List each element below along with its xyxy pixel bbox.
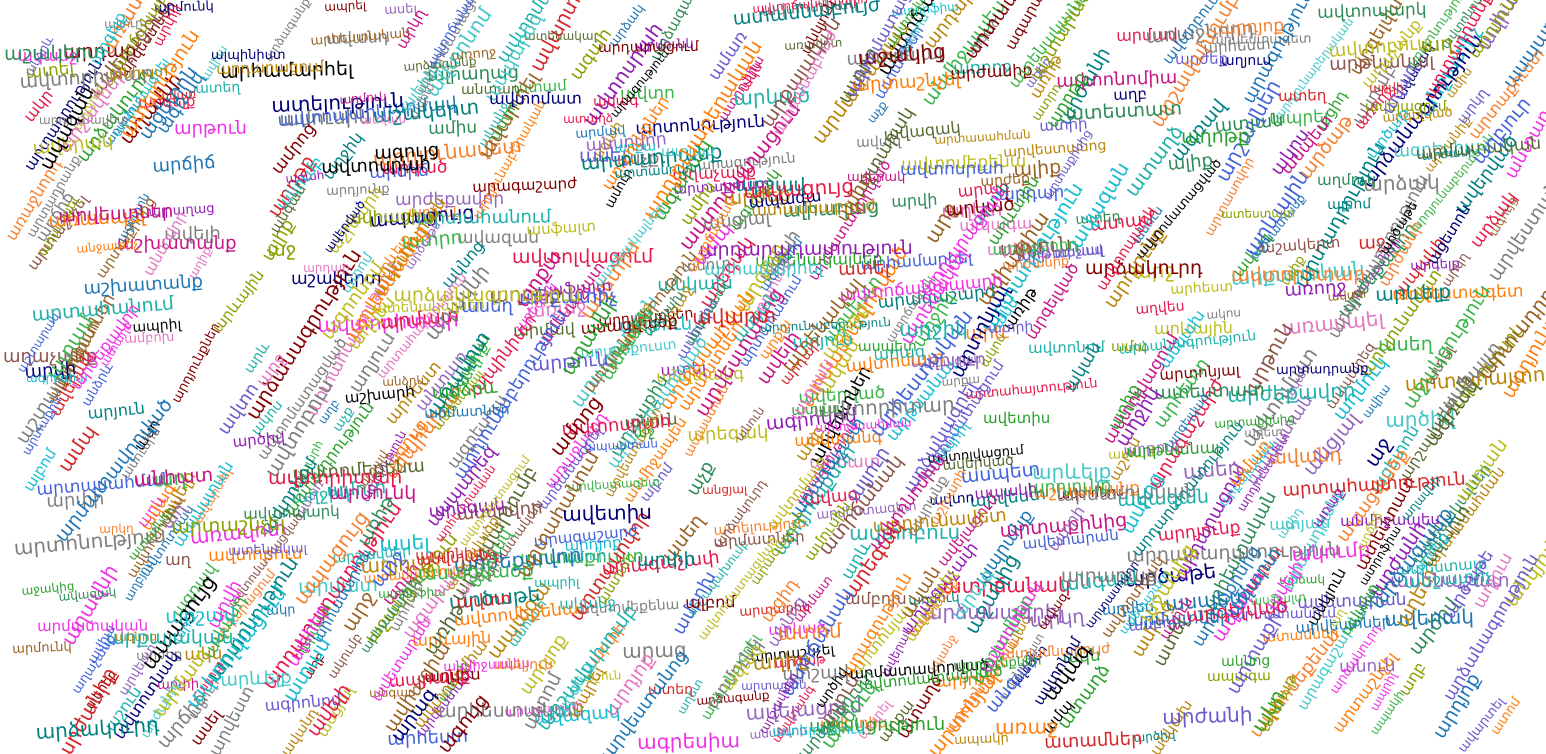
cloud-word: ավետիս: [562, 500, 653, 527]
cloud-word: ականջ: [17, 46, 78, 65]
cloud-word: արդյունքներ: [168, 321, 224, 406]
cloud-word: արճիճ: [151, 152, 216, 178]
cloud-word: ամպ: [1111, 339, 1148, 356]
cloud-word: ալիք: [1166, 150, 1214, 176]
cloud-word: աղետ: [1243, 424, 1283, 441]
cloud-word: արհամարհել: [703, 258, 823, 280]
cloud-word: ապացույց: [742, 174, 854, 204]
cloud-word: արձանագրություն: [393, 283, 581, 306]
cloud-word: արդյոք: [1218, 16, 1285, 40]
cloud-word: ամբոխ: [123, 329, 175, 347]
cloud-word: արդար: [302, 259, 350, 275]
cloud-word: ալբոմ: [1327, 196, 1372, 213]
cloud-word: ատեղ: [1278, 86, 1327, 105]
cloud-word: արագ: [873, 341, 927, 364]
cloud-word: անկյուն: [493, 656, 554, 673]
cloud-word: ավտոմատ: [488, 88, 582, 109]
cloud-word: ավտոսրահ: [899, 158, 1004, 181]
cloud-word: արվի: [1368, 80, 1404, 96]
cloud-word: ատեղ: [194, 78, 241, 97]
cloud-word: ավերակ: [846, 170, 906, 186]
cloud-word: ատել: [837, 257, 890, 280]
cloud-word: արհեստ: [1170, 279, 1234, 299]
cloud-word: արևելք: [1375, 280, 1452, 306]
cloud-word: անհատ: [108, 63, 169, 83]
cloud-word: ալրաղաց: [1061, 564, 1159, 587]
cloud-word: ավտո: [1326, 286, 1367, 305]
cloud-word: արշավ: [734, 173, 806, 196]
cloud-word: արտադրանք: [1275, 361, 1369, 378]
cloud-word: աղջիկ: [898, 316, 968, 342]
cloud-word: աղ: [1419, 30, 1454, 57]
cloud-word: ավետիս: [982, 408, 1051, 427]
cloud-word: ակումբ: [325, 630, 367, 682]
cloud-word: ավարտ: [691, 302, 777, 329]
cloud-word: արտաշնչել: [170, 512, 286, 538]
cloud-word: ավտորիտար: [267, 466, 403, 490]
cloud-word: ապրել: [323, 0, 367, 15]
cloud-word: ալպինիստ: [210, 48, 286, 64]
cloud-word: ավազան: [1116, 485, 1210, 511]
cloud-word: անցյալ: [1296, 407, 1364, 481]
cloud-word: ավազակ: [58, 584, 118, 605]
cloud-word: արքայական: [106, 625, 234, 649]
cloud-word: ատրի: [987, 319, 1034, 338]
cloud-word: աչք: [864, 97, 891, 126]
cloud-word: արքա: [940, 372, 981, 390]
cloud-word: արփի: [637, 548, 696, 572]
cloud-word: անցյալ: [701, 481, 748, 497]
cloud-word: աջ: [633, 423, 657, 442]
cloud-word: ատյան: [1214, 109, 1285, 137]
cloud-word: աղ: [164, 549, 191, 569]
cloud-word: արագաշարժ: [472, 173, 578, 196]
cloud-word: արյուն: [86, 398, 146, 423]
cloud-word: աղվես: [1134, 298, 1185, 318]
cloud-word: ատամներ: [1043, 727, 1143, 753]
cloud-word: ակնոց: [1220, 652, 1271, 670]
cloud-word: աջ: [267, 238, 297, 262]
cloud-word: ատաղձ: [562, 110, 613, 126]
cloud-word: ամպ: [52, 420, 102, 477]
cloud-word: արդյունք: [325, 181, 390, 199]
cloud-word: արդարացում: [598, 38, 700, 56]
cloud-word: ասեղ: [1378, 333, 1434, 357]
cloud-word: աղբ: [1112, 85, 1147, 105]
cloud-word: արևային: [208, 266, 268, 336]
cloud-word: արձակուրդ: [1085, 256, 1203, 279]
cloud-word: արմունկ: [11, 639, 73, 657]
cloud-word: արձակ: [408, 204, 462, 221]
cloud-word: ատոմ: [776, 617, 843, 645]
cloud-word: արծիվ: [231, 427, 286, 451]
cloud-word: ատեստատ: [1220, 205, 1295, 221]
cloud-word: ապրիլ: [534, 574, 580, 591]
cloud-word: արվեստներ: [57, 200, 174, 227]
cloud-word: արձակուրդ: [34, 712, 160, 744]
cloud-word: արթուն: [173, 118, 247, 140]
cloud-word: ագրեսիա: [636, 728, 741, 754]
cloud-word: ատլաս: [360, 111, 407, 127]
cloud-word: արվի: [891, 189, 938, 212]
cloud-word: աշխատանք: [82, 270, 204, 299]
cloud-word: արմունկ: [329, 481, 417, 504]
cloud-word: ագույց: [373, 139, 440, 164]
cloud-word: արևելք: [1031, 459, 1111, 485]
cloud-word: ակոս: [1206, 304, 1242, 322]
cloud-word: արժանի: [1161, 701, 1253, 729]
cloud-word: աղյուս: [1220, 52, 1272, 69]
